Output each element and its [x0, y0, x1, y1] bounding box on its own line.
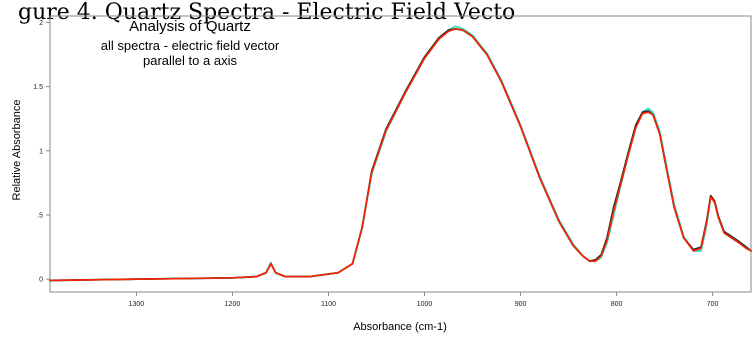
y-tick-label: 0	[39, 277, 43, 284]
figure-caption-cropped: gure 4. Quartz Spectra - Electric Field …	[18, 0, 515, 25]
y-axis-title: Relative Absorbance	[11, 100, 23, 201]
chart-subtitle-line-2: parallel to a axis	[143, 53, 237, 68]
chart-subtitle-line-1: all spectra - electric field vector	[101, 38, 280, 53]
y-axis-ticks: 0 .5 1 1.5 2	[33, 20, 50, 284]
x-tick-label: 700	[707, 301, 719, 308]
plot-area-frame	[49, 15, 752, 293]
x-tick-label: 1000	[417, 301, 433, 308]
x-tick-label: 1100	[321, 301, 336, 308]
y-tick-label: .5	[37, 212, 43, 219]
y-tick-label: 1.5	[33, 84, 43, 91]
x-tick-label: 1200	[225, 301, 241, 308]
series-line-3	[49, 28, 752, 282]
series-lines	[49, 25, 752, 282]
x-tick-label: 900	[515, 301, 527, 308]
x-axis-ticks: 1300 1200 1100 1000 900 800 700	[129, 292, 719, 308]
x-tick-label: 1300	[129, 301, 145, 308]
chart-title: Analysis of Quartz	[129, 18, 251, 35]
x-axis-title: Absorbance (cm-1)	[353, 321, 447, 333]
x-tick-label: 800	[611, 301, 623, 308]
y-tick-label: 1	[39, 148, 43, 155]
y-tick-label: 2	[39, 20, 43, 27]
